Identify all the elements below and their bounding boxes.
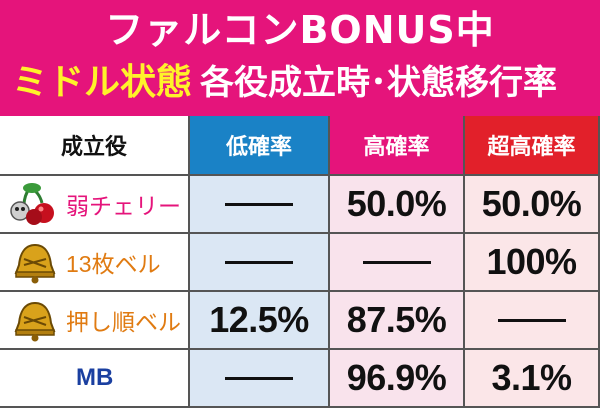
page-title: ファルコンBONUS中	[105, 8, 495, 52]
role-label: 13枚ベル	[66, 251, 161, 277]
column-header-role: 成立役	[0, 116, 190, 176]
column-header-high-label: 高確率	[363, 134, 430, 159]
role-label: 弱チェリー	[66, 193, 181, 219]
role-label: MB	[76, 364, 114, 391]
rate-value: 50.0%	[481, 183, 582, 224]
table-cell-super-high: 50.0%	[465, 176, 600, 234]
column-header-low-label: 低確率	[225, 134, 292, 159]
table-cell-super-high	[465, 292, 600, 350]
dash-mark	[362, 260, 431, 264]
column-header-super-high: 超高確率	[465, 116, 600, 176]
header-banner: ファルコンBONUS中 ミドル状態 各役成立時･状態移行率	[0, 0, 600, 116]
dash-mark	[225, 260, 293, 264]
table-cell-high: 87.5%	[330, 292, 465, 350]
rate-value: 100%	[486, 241, 577, 282]
transition-rate-table: 成立役 低確率 高確率 超高確率 弱チェリー 50.	[0, 116, 600, 408]
dash-mark	[225, 376, 293, 380]
table-cell-high: 96.9%	[330, 350, 465, 408]
dash-mark	[497, 318, 566, 322]
table-row-13bell-role: 13枚ベル	[0, 234, 190, 292]
subtitle-state: ミドル状態	[12, 62, 193, 103]
table-cell-low	[190, 176, 330, 234]
rate-value: 87.5%	[346, 299, 447, 340]
table-cell-super-high: 100%	[465, 234, 600, 292]
column-header-super-high-label: 超高確率	[487, 134, 576, 159]
column-header-high: 高確率	[330, 116, 465, 176]
table-row-cherry-role: 弱チェリー	[0, 176, 190, 234]
table-cell-low	[190, 234, 330, 292]
table-cell-low	[190, 350, 330, 408]
cherry-icon	[10, 181, 60, 227]
table-cell-low: 12.5%	[190, 292, 330, 350]
column-header-low: 低確率	[190, 116, 330, 176]
subtitle-row: ミドル状態 各役成立時･状態移行率	[0, 58, 600, 110]
rate-value: 3.1%	[491, 357, 572, 398]
role-label: 押し順ベル	[66, 309, 181, 335]
subtitle-description: 各役成立時･状態移行率	[200, 63, 557, 103]
rate-value: 50.0%	[346, 183, 447, 224]
dash-mark	[225, 202, 293, 206]
table-row-mb-role: MB	[0, 350, 190, 408]
bell-icon	[10, 239, 60, 285]
table-cell-high	[330, 234, 465, 292]
bell-icon	[10, 297, 60, 343]
rate-value: 96.9%	[346, 357, 447, 398]
column-header-role-label: 成立役	[60, 134, 127, 159]
table-cell-high: 50.0%	[330, 176, 465, 234]
table-row-order-bell-role: 押し順ベル	[0, 292, 190, 350]
rate-value: 12.5%	[209, 299, 309, 340]
table-cell-super-high: 3.1%	[465, 350, 600, 408]
